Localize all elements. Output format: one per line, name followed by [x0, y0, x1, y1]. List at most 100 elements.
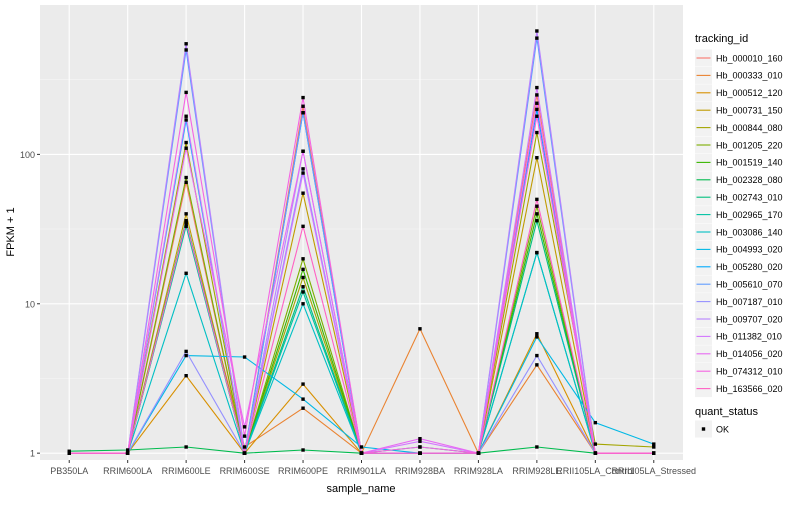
data-point	[359, 451, 364, 455]
legend-label: Hb_000731_150	[716, 106, 783, 116]
data-point	[184, 374, 188, 378]
data-point	[535, 445, 539, 449]
data-point	[535, 250, 539, 255]
data-point	[535, 335, 539, 339]
legend-label: Hb_002743_010	[716, 193, 783, 203]
data-point	[184, 146, 188, 150]
data-point	[418, 439, 422, 444]
legend-label: Hb_000512_120	[716, 88, 783, 98]
legend-title: tracking_id	[695, 33, 748, 45]
x-tick-label: RRIM928LA	[454, 466, 503, 476]
data-point	[535, 114, 539, 118]
y-axis-title: FPKM + 1	[5, 207, 17, 256]
legend-label: Hb_000010_160	[716, 53, 783, 63]
data-point	[184, 90, 188, 95]
data-point	[301, 167, 305, 171]
data-point	[301, 285, 305, 289]
x-tick-label: RRIM600LA	[103, 466, 152, 476]
legend-title: quant_status	[695, 406, 758, 418]
data-point	[535, 197, 539, 202]
data-point	[652, 445, 656, 449]
legend-label: Hb_009707_020	[716, 314, 783, 324]
data-point	[535, 101, 539, 105]
data-point	[418, 445, 422, 449]
data-point	[593, 451, 598, 455]
y-tick-label: 10	[25, 299, 35, 309]
data-point	[418, 327, 422, 331]
data-point	[535, 107, 539, 112]
data-point	[242, 425, 247, 429]
data-point	[184, 353, 188, 358]
legend-label: Hb_005610_070	[716, 280, 783, 290]
x-tick-label: RRIM928BA	[395, 466, 445, 476]
data-point	[184, 180, 188, 185]
legend-label: Hb_004993_020	[716, 245, 783, 255]
x-tick-label: RRIM901LA	[337, 466, 386, 476]
data-point	[242, 355, 247, 359]
data-point	[535, 218, 539, 223]
x-tick-label: PB350LA	[50, 466, 88, 476]
data-point	[184, 220, 188, 225]
data-point	[301, 111, 305, 115]
x-tick-label: RRIM600LE	[162, 466, 211, 476]
data-point	[184, 48, 188, 52]
data-point	[593, 420, 598, 425]
legend-label: Hb_002328_080	[716, 175, 783, 185]
data-point	[535, 363, 539, 367]
data-point	[67, 449, 71, 453]
legend-label: OK	[716, 424, 729, 434]
data-point	[301, 397, 305, 401]
legend-label: Hb_000844_080	[716, 123, 783, 133]
data-point	[301, 382, 305, 386]
data-point	[301, 290, 305, 294]
data-point	[535, 29, 539, 33]
x-tick-label: RRIM600SE	[220, 466, 270, 476]
data-point	[652, 442, 656, 446]
data-point	[184, 349, 188, 354]
data-point	[593, 442, 598, 446]
legend-label: Hb_163566_020	[716, 384, 783, 394]
data-point	[476, 451, 481, 455]
data-point	[535, 353, 539, 358]
data-point	[125, 451, 130, 455]
data-point	[301, 302, 305, 306]
legend-label: Hb_000333_010	[716, 71, 783, 81]
legend-label: Hb_005280_020	[716, 262, 783, 272]
data-point	[184, 271, 188, 275]
data-point	[301, 257, 305, 261]
x-axis-title: sample_name	[326, 483, 395, 495]
y-tick-label: 1	[30, 449, 35, 459]
data-point	[184, 224, 188, 229]
data-point	[418, 436, 422, 441]
data-point	[301, 95, 305, 100]
data-point	[184, 114, 188, 118]
legend-label: Hb_074312_010	[716, 367, 783, 377]
data-point	[301, 448, 305, 452]
data-point	[535, 85, 539, 90]
data-point	[359, 445, 364, 449]
data-point	[184, 218, 188, 223]
data-point	[242, 445, 247, 449]
data-point	[535, 204, 539, 208]
legend-label: Hb_011382_010	[716, 332, 782, 342]
data-point	[67, 451, 71, 455]
legend-key-point	[701, 427, 706, 431]
data-point	[535, 36, 539, 40]
x-tick-label: RRII105LA_Stressed	[611, 466, 696, 476]
data-point	[242, 451, 247, 455]
data-point	[535, 156, 539, 160]
data-point	[301, 104, 305, 108]
legend-label: Hb_002965_170	[716, 210, 783, 220]
legend-label: Hb_007187_010	[716, 297, 783, 307]
legend: tracking_id Hb_000010_160 Hb_000333_010 Hb_…	[695, 33, 783, 438]
data-point	[301, 275, 305, 280]
data-point	[301, 171, 305, 175]
data-point	[652, 451, 656, 455]
data-point	[535, 332, 539, 336]
data-point	[184, 175, 188, 180]
legend-label: Hb_001519_140	[716, 158, 783, 168]
data-point	[184, 42, 188, 46]
data-point	[184, 140, 188, 145]
